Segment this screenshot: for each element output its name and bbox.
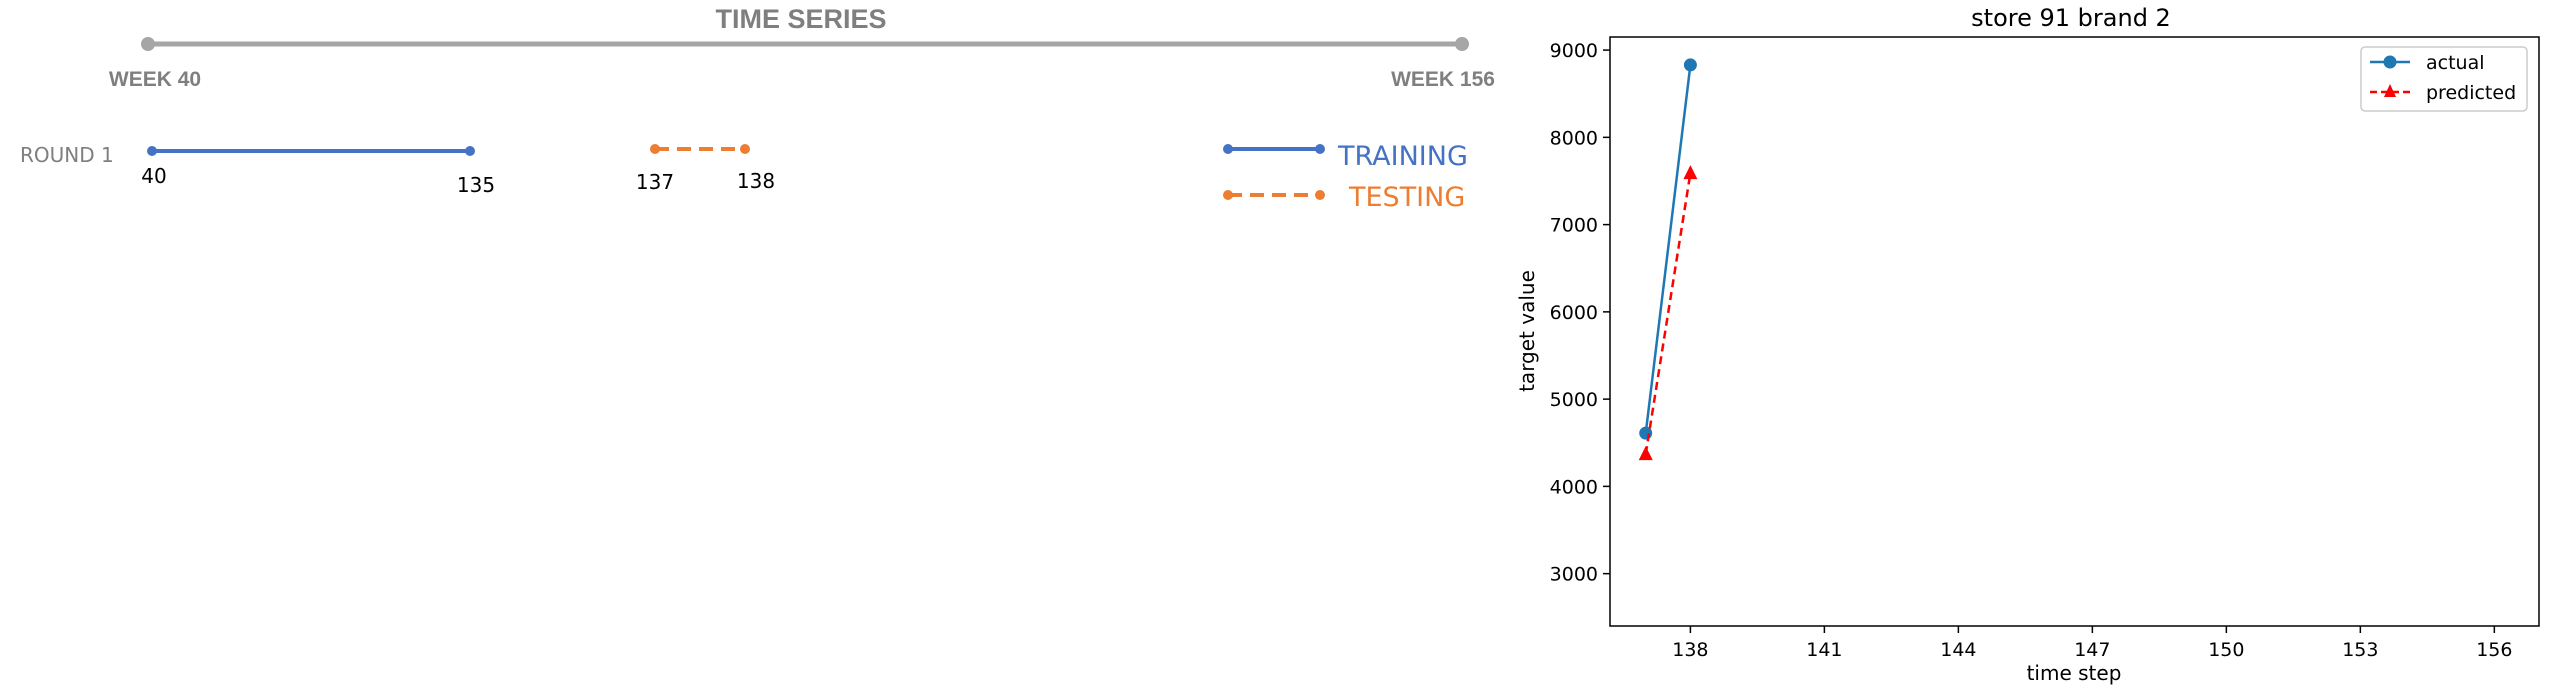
x-tick-label: 141 <box>1806 639 1842 661</box>
testing-legend-label: TESTING <box>1348 182 1465 213</box>
testing-start-label: 137 <box>636 170 674 194</box>
plot-frame <box>1609 36 2540 627</box>
testing-end-dot <box>740 144 750 154</box>
y-tick-label: 9000 <box>1550 40 1598 62</box>
x-tick-label: 144 <box>1940 639 1976 661</box>
chart-title: store 91 brand 2 <box>1971 4 2171 32</box>
y-tick-label: 7000 <box>1550 215 1598 237</box>
week-start-label: WEEK 40 <box>109 68 201 91</box>
plot-series <box>1638 58 1698 461</box>
x-tick-label: 138 <box>1672 639 1708 661</box>
data-point-actual <box>1683 58 1697 72</box>
series-line-actual <box>1644 64 1692 434</box>
x-axis-label: time step <box>2027 661 2122 685</box>
x-axis-ticks: 138 141 144 147 150 153 156 <box>1672 626 2512 661</box>
time-series-start-dot <box>141 37 155 51</box>
y-tick-label: 3000 <box>1550 564 1598 586</box>
week-end-label: WEEK 156 <box>1391 68 1495 91</box>
testing-legend-start-dot <box>1223 190 1233 200</box>
time-series-title: TIME SERIES <box>715 4 886 34</box>
time-series-panel: TIME SERIES WEEK 40 WEEK 156 ROUND 1 40 … <box>20 4 1495 213</box>
data-point-predicted <box>1683 165 1698 180</box>
y-tick-label: 6000 <box>1550 302 1598 324</box>
training-end-dot <box>465 146 475 156</box>
legend-actual-marker <box>2383 55 2397 69</box>
round-label: ROUND 1 <box>20 143 114 167</box>
y-tick-label: 5000 <box>1550 389 1598 411</box>
y-tick-label: 8000 <box>1550 127 1598 149</box>
training-start-dot <box>147 146 157 156</box>
chart-legend: actual predicted <box>2360 46 2528 112</box>
y-axis-label: target value <box>1515 270 1539 392</box>
data-point-actual <box>1639 426 1653 440</box>
time-series-end-dot <box>1455 37 1469 51</box>
series-line-predicted <box>1644 172 1692 455</box>
legend-predicted-marker <box>2384 84 2396 97</box>
testing-start-dot <box>650 144 660 154</box>
testing-legend-end-dot <box>1315 190 1325 200</box>
y-tick-label: 4000 <box>1550 476 1598 498</box>
x-tick-label: 150 <box>2208 639 2244 661</box>
training-start-label: 40 <box>141 164 166 188</box>
training-legend-start-dot <box>1223 144 1233 154</box>
training-end-label: 135 <box>457 173 495 197</box>
y-axis-ticks: 3000 4000 5000 6000 7000 8000 9000 <box>1550 40 1610 586</box>
legend-predicted-label: predicted <box>2426 82 2516 104</box>
legend-actual-label: actual <box>2426 52 2485 74</box>
x-tick-label: 147 <box>2074 639 2110 661</box>
training-legend-end-dot <box>1315 144 1325 154</box>
x-tick-label: 156 <box>2476 639 2512 661</box>
data-point-predicted <box>1638 446 1653 461</box>
forecast-chart: store 91 brand 2 138 141 144 147 150 153 156 3… <box>1515 4 2540 685</box>
training-legend-label: TRAINING <box>1337 141 1468 172</box>
testing-end-label: 138 <box>737 169 775 193</box>
x-tick-label: 153 <box>2342 639 2378 661</box>
